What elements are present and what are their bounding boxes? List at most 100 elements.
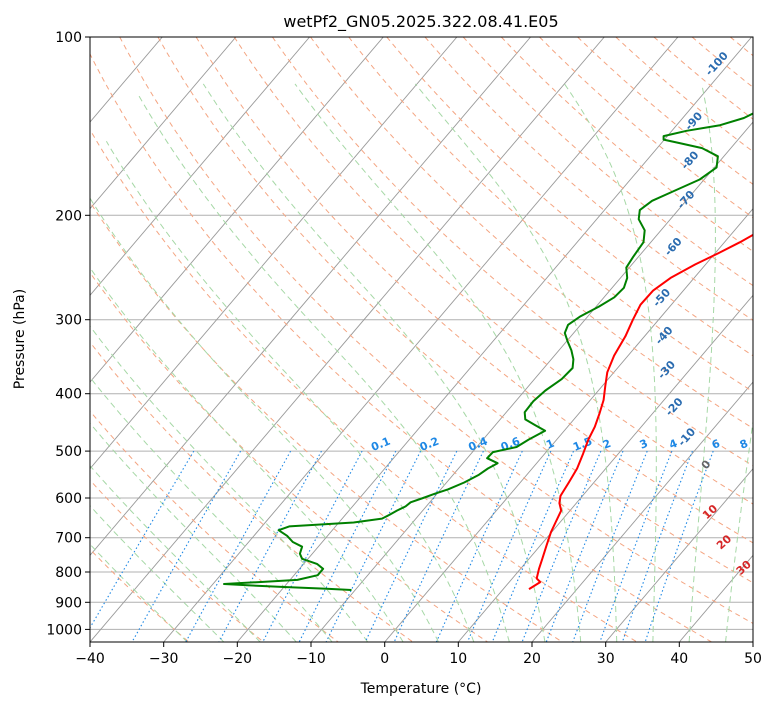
x-tick-label: 30: [597, 651, 615, 667]
moist-adiabat-line: [90, 543, 188, 642]
x-tick-label: −10: [296, 651, 326, 667]
dry-adiabat-label: 0: [699, 457, 714, 472]
x-tick-label: 20: [523, 651, 541, 667]
moist-adiabat-line: [202, 83, 546, 642]
y-axis-ticks: 100 200 300 400 500 600 700 800 900 1000: [46, 30, 90, 638]
x-tick-label: 0: [380, 651, 389, 667]
moist-adiabat-label: 20: [714, 532, 734, 552]
isotherm-line: [163, 37, 679, 642]
dry-adiabat-label: -20: [663, 395, 686, 419]
x-tick-label: −20: [223, 651, 253, 667]
dry-adiabat-line: [119, 37, 753, 625]
isotherm-line: [384, 207, 753, 642]
x-tick-label: 40: [670, 651, 688, 667]
mixing-ratio-label: 6: [710, 437, 722, 452]
dry-adiabat-line: [310, 37, 753, 429]
dry-adiabat-label: -40: [653, 324, 676, 348]
dry-adiabat-line: [90, 548, 190, 642]
moist-adiabat-line: [137, 94, 510, 642]
x-tick-label: −40: [75, 651, 105, 667]
moist-adiabat-line: [414, 83, 618, 642]
mixing-ratio-line: [572, 450, 648, 642]
dry-adiabat-line: [90, 410, 339, 642]
y-tick-label: 500: [55, 444, 82, 460]
moist-adiabat-line: [294, 83, 582, 642]
background-line-labels: -100-90-80-70-60-50-40-30-20-1000.1 0.2 0.…: [369, 49, 775, 605]
moist-adiabat-line: [90, 376, 333, 642]
isotherm-line: [90, 37, 458, 470]
mixing-ratio-line: [185, 450, 292, 642]
y-tick-label: 700: [55, 531, 82, 547]
dry-adiabat-line: [90, 479, 264, 642]
mixing-ratio-label: 8: [738, 437, 750, 452]
dry-adiabat-line: [500, 37, 753, 252]
mixing-ratio-line: [218, 450, 322, 642]
y-tick-label: 900: [55, 595, 82, 611]
mixing-ratio-label: 10: [757, 435, 775, 453]
y-tick-label: 600: [55, 491, 82, 507]
plot-area: -100-90-80-70-60-50-40-30-20-1000.1 0.2 0.…: [90, 37, 775, 642]
mixing-ratio-line: [262, 450, 363, 642]
mixing-ratio-line: [466, 450, 552, 642]
x-axis-ticks: −40 −30 −20 −10 0 10 20 30 40 50: [75, 642, 762, 667]
moist-adiabat-line: [105, 141, 475, 642]
y-axis-label: Pressure (hPa): [12, 289, 28, 389]
plot-frame: [89, 36, 754, 643]
dry-adiabat-label: -30: [655, 358, 678, 382]
dry-adiabat-line: [577, 37, 753, 185]
dry-adiabat-line: [653, 37, 753, 120]
mixing-ratio-lines: [90, 450, 714, 642]
moist-adiabat-line: [90, 505, 225, 642]
y-tick-label: 1000: [46, 622, 82, 638]
dry-adiabat-line: [768, 37, 775, 642]
mixing-ratio-line: [599, 450, 673, 642]
dry-adiabat-line: [386, 37, 753, 357]
mixing-ratio-line: [521, 450, 602, 642]
dewpoint-profile-line: [223, 112, 753, 591]
isotherm-line: [90, 37, 310, 297]
dry-adiabat-line: [90, 341, 414, 642]
moist-adiabat-line: [90, 325, 369, 642]
moist-adiabat-line: [90, 197, 439, 642]
x-tick-label: 10: [449, 651, 467, 667]
dry-adiabat-line: [90, 271, 488, 642]
moist-adiabat-line: [90, 464, 261, 642]
isotherm-line: [90, 37, 605, 642]
moist-adiabat-line: [90, 422, 297, 642]
x-axis-label: Temperature (°C): [360, 681, 482, 697]
dry-adiabat-line: [90, 52, 712, 642]
isotherm-line: [605, 467, 753, 642]
y-tick-label: 100: [55, 30, 82, 46]
x-tick-label: −30: [149, 651, 179, 667]
moist-adiabat-line: [90, 266, 404, 642]
temperature-profile-line: [528, 233, 753, 590]
isotherm-line: [90, 37, 384, 383]
moist-adiabat-line: [688, 83, 716, 642]
mixing-ratio-line: [644, 450, 714, 642]
dry-adiabat-line: [615, 37, 753, 153]
x-tick-label: 50: [744, 651, 762, 667]
dry-adiabat-line: [90, 201, 563, 642]
y-tick-label: 800: [55, 565, 82, 581]
dry-adiabat-line: [462, 37, 753, 287]
moist-adiabat-line: [725, 418, 753, 642]
isotherm-line: [236, 37, 752, 642]
dry-adiabat-line: [424, 37, 753, 321]
mixing-ratio-line: [435, 450, 523, 642]
isotherm-line: [457, 294, 753, 642]
dry-adiabat-line: [195, 37, 753, 544]
y-tick-label: 300: [55, 313, 82, 329]
mixing-ratio-label: 2: [601, 437, 613, 452]
isotherm-line: [90, 37, 531, 556]
mixing-ratio-label: 1: [544, 437, 556, 452]
moist-adiabat-label: 40: [752, 585, 772, 605]
mixing-ratio-line: [491, 450, 575, 642]
dry-adiabat-line: [233, 37, 753, 505]
mixing-ratio-label: 3: [638, 437, 650, 452]
isotherm-line: [90, 37, 237, 210]
dry-adiabat-label: -100: [703, 49, 731, 78]
y-tick-label: 400: [55, 387, 82, 403]
sounding-series: [223, 112, 753, 591]
mixing-ratio-line: [621, 450, 693, 642]
